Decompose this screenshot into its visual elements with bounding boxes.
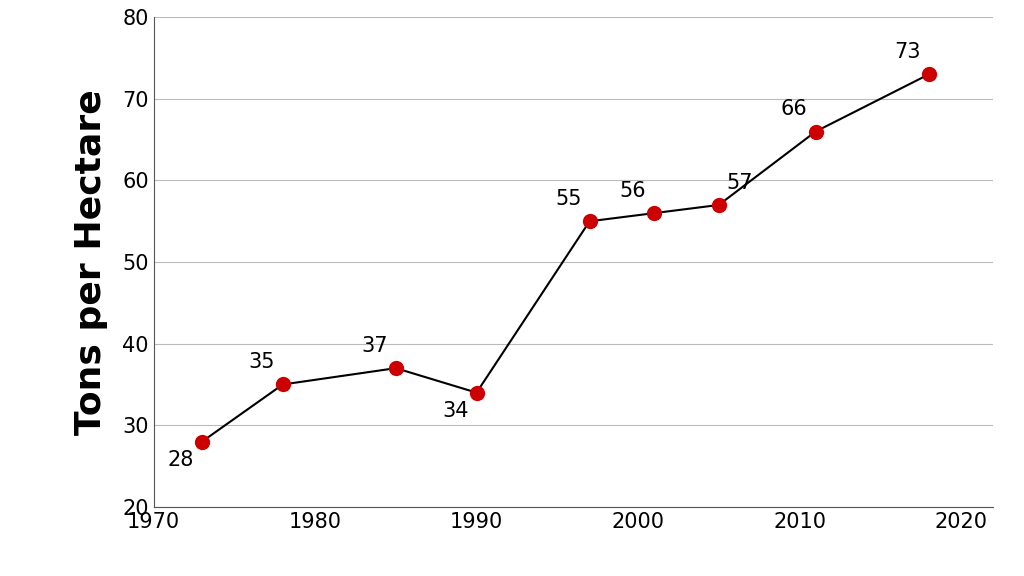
Text: 37: 37: [361, 336, 388, 356]
Text: 56: 56: [620, 181, 646, 201]
Point: [711, 200, 727, 210]
Point: [646, 209, 663, 218]
Point: [468, 388, 484, 397]
Point: [582, 217, 598, 226]
Point: [194, 437, 210, 446]
Point: [921, 70, 937, 79]
Text: 57: 57: [727, 173, 754, 193]
Text: 34: 34: [442, 401, 468, 421]
Y-axis label: Tons per Hectare: Tons per Hectare: [74, 89, 109, 435]
Point: [388, 363, 404, 373]
Text: 28: 28: [168, 450, 194, 470]
Text: 66: 66: [781, 99, 808, 119]
Text: 73: 73: [894, 42, 921, 62]
Point: [808, 127, 824, 136]
Text: 35: 35: [248, 353, 274, 372]
Text: 55: 55: [555, 189, 582, 209]
Point: [274, 380, 291, 389]
